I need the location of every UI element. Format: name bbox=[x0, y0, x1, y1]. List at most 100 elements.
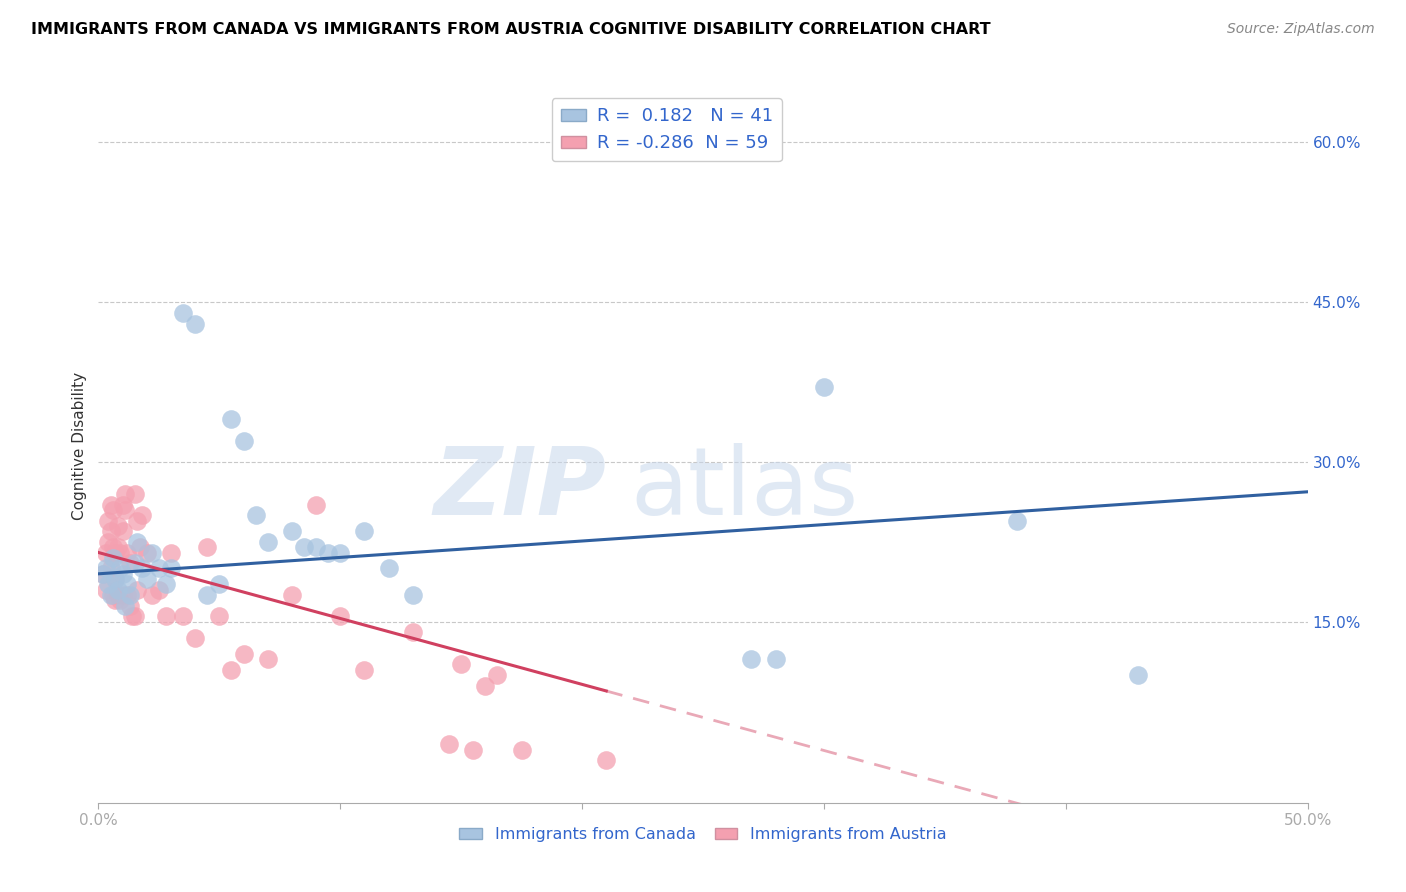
Point bbox=[97, 514, 120, 528]
Point bbox=[353, 524, 375, 539]
Point bbox=[100, 498, 122, 512]
Point bbox=[100, 588, 122, 602]
Point bbox=[118, 588, 141, 602]
Point bbox=[148, 561, 170, 575]
Point bbox=[108, 593, 131, 607]
Point bbox=[108, 561, 131, 575]
Point bbox=[402, 625, 425, 640]
Point bbox=[118, 599, 141, 613]
Point bbox=[107, 582, 129, 597]
Point bbox=[117, 577, 139, 591]
Point bbox=[232, 434, 254, 448]
Point bbox=[107, 519, 129, 533]
Point bbox=[813, 380, 835, 394]
Point bbox=[91, 566, 114, 581]
Point bbox=[221, 412, 243, 426]
Point bbox=[94, 582, 117, 597]
Point bbox=[127, 582, 149, 597]
Point bbox=[172, 306, 194, 320]
Point bbox=[135, 545, 157, 559]
Point bbox=[184, 317, 207, 331]
Point bbox=[184, 631, 207, 645]
Point bbox=[111, 588, 134, 602]
Point bbox=[117, 588, 139, 602]
Point bbox=[101, 550, 124, 565]
Point bbox=[141, 545, 163, 559]
Point bbox=[221, 663, 243, 677]
Point bbox=[101, 540, 124, 554]
Text: IMMIGRANTS FROM CANADA VS IMMIGRANTS FROM AUSTRIA COGNITIVE DISABILITY CORRELATI: IMMIGRANTS FROM CANADA VS IMMIGRANTS FRO… bbox=[31, 22, 991, 37]
Point bbox=[111, 566, 134, 581]
Point bbox=[155, 609, 177, 624]
Point bbox=[281, 524, 304, 539]
Point bbox=[107, 588, 129, 602]
Point bbox=[111, 498, 134, 512]
Point bbox=[97, 534, 120, 549]
Point bbox=[91, 566, 114, 581]
Point bbox=[104, 593, 127, 607]
Point bbox=[316, 545, 339, 559]
Point bbox=[281, 588, 304, 602]
Point bbox=[160, 545, 183, 559]
Point bbox=[208, 577, 231, 591]
Point bbox=[329, 609, 352, 624]
Point bbox=[141, 588, 163, 602]
Text: Source: ZipAtlas.com: Source: ZipAtlas.com bbox=[1227, 22, 1375, 37]
Point bbox=[195, 588, 218, 602]
Point bbox=[107, 540, 129, 554]
Point bbox=[104, 572, 127, 586]
Legend: Immigrants from Canada, Immigrants from Austria: Immigrants from Canada, Immigrants from … bbox=[453, 821, 953, 848]
Point bbox=[155, 577, 177, 591]
Point bbox=[118, 556, 141, 570]
Point bbox=[172, 609, 194, 624]
Point bbox=[135, 572, 157, 586]
Point bbox=[292, 540, 315, 554]
Point bbox=[124, 556, 146, 570]
Point bbox=[377, 561, 399, 575]
Point bbox=[124, 609, 146, 624]
Point bbox=[121, 609, 143, 624]
Text: ZIP: ZIP bbox=[433, 442, 606, 535]
Point bbox=[474, 679, 496, 693]
Point bbox=[195, 540, 218, 554]
Y-axis label: Cognitive Disability: Cognitive Disability bbox=[72, 372, 87, 520]
Point bbox=[124, 487, 146, 501]
Point bbox=[117, 545, 139, 559]
Point bbox=[486, 668, 509, 682]
Text: atlas: atlas bbox=[630, 442, 859, 535]
Point bbox=[127, 534, 149, 549]
Point bbox=[114, 487, 136, 501]
Point bbox=[245, 508, 267, 523]
Point bbox=[128, 540, 150, 554]
Point bbox=[114, 503, 136, 517]
Point bbox=[256, 652, 278, 666]
Point bbox=[94, 561, 117, 575]
Point bbox=[131, 508, 153, 523]
Point bbox=[353, 663, 375, 677]
Point bbox=[437, 737, 460, 751]
Point bbox=[232, 647, 254, 661]
Point bbox=[94, 545, 117, 559]
Point bbox=[100, 524, 122, 539]
Point bbox=[160, 561, 183, 575]
Point bbox=[740, 652, 762, 666]
Point bbox=[1007, 514, 1029, 528]
Point bbox=[111, 524, 134, 539]
Point bbox=[208, 609, 231, 624]
Point bbox=[305, 540, 328, 554]
Point bbox=[104, 545, 127, 559]
Point bbox=[463, 742, 485, 756]
Point bbox=[100, 561, 122, 575]
Point bbox=[450, 657, 472, 672]
Point bbox=[114, 599, 136, 613]
Point bbox=[108, 545, 131, 559]
Point bbox=[101, 503, 124, 517]
Point bbox=[104, 572, 127, 586]
Point bbox=[97, 577, 120, 591]
Point bbox=[131, 561, 153, 575]
Point bbox=[256, 534, 278, 549]
Point bbox=[305, 498, 328, 512]
Point bbox=[101, 588, 124, 602]
Point bbox=[765, 652, 787, 666]
Point bbox=[510, 742, 533, 756]
